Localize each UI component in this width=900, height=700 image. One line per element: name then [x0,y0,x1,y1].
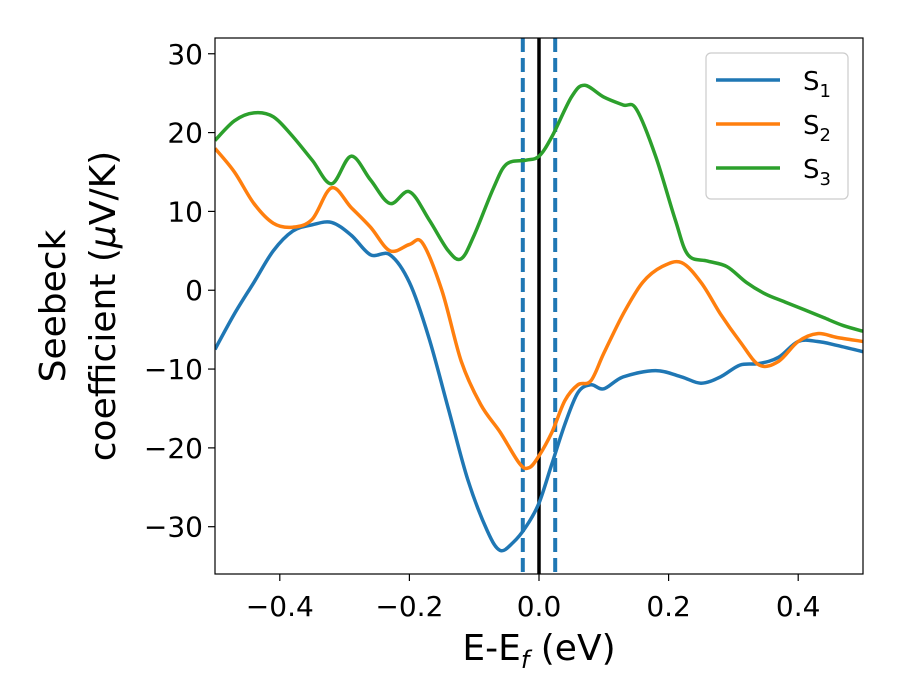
axis-labels: E-Ef (eV) Seebeck coefficient (μV/K) [33,151,616,674]
series-line-s1 [215,220,863,553]
x-tick-label: −0.2 [375,590,443,623]
y-axis-label-line2: coefficient (μV/K) [83,151,124,461]
y-tick-label: −20 [144,432,203,465]
x-ticks: −0.4 −0.2 0.0 0.2 0.4 [246,574,821,623]
y-axis-label-line1: Seebeck [33,229,74,382]
legend-label: S3 [803,155,831,190]
plot-frame [214,37,864,575]
y-tick-label: 20 [167,117,203,150]
series-line-s2 [215,147,863,471]
x-tick-label: 0.4 [776,590,821,623]
series-line-s3 [215,83,863,333]
legend-label: S1 [803,67,831,102]
y-tick-label: 30 [167,38,203,71]
legend: S1 S2 S3 [705,52,849,200]
y-tick-label: 0 [185,274,203,307]
y-ticks: −30 −20 −10 0 10 20 30 [144,38,215,544]
y-tick-label: −10 [144,353,203,386]
reference-lines [520,38,558,574]
x-tick-label: 0.2 [646,590,691,623]
y-tick-label: −30 [144,511,203,544]
x-tick-label: −0.4 [246,590,314,623]
legend-frame [705,52,849,200]
y-tick-label: 10 [167,195,203,228]
x-tick-label: 0.0 [517,590,562,623]
legend-label: S2 [803,111,831,146]
x-axis-label: E-Ef (eV) [462,628,615,674]
data-series [215,83,863,553]
